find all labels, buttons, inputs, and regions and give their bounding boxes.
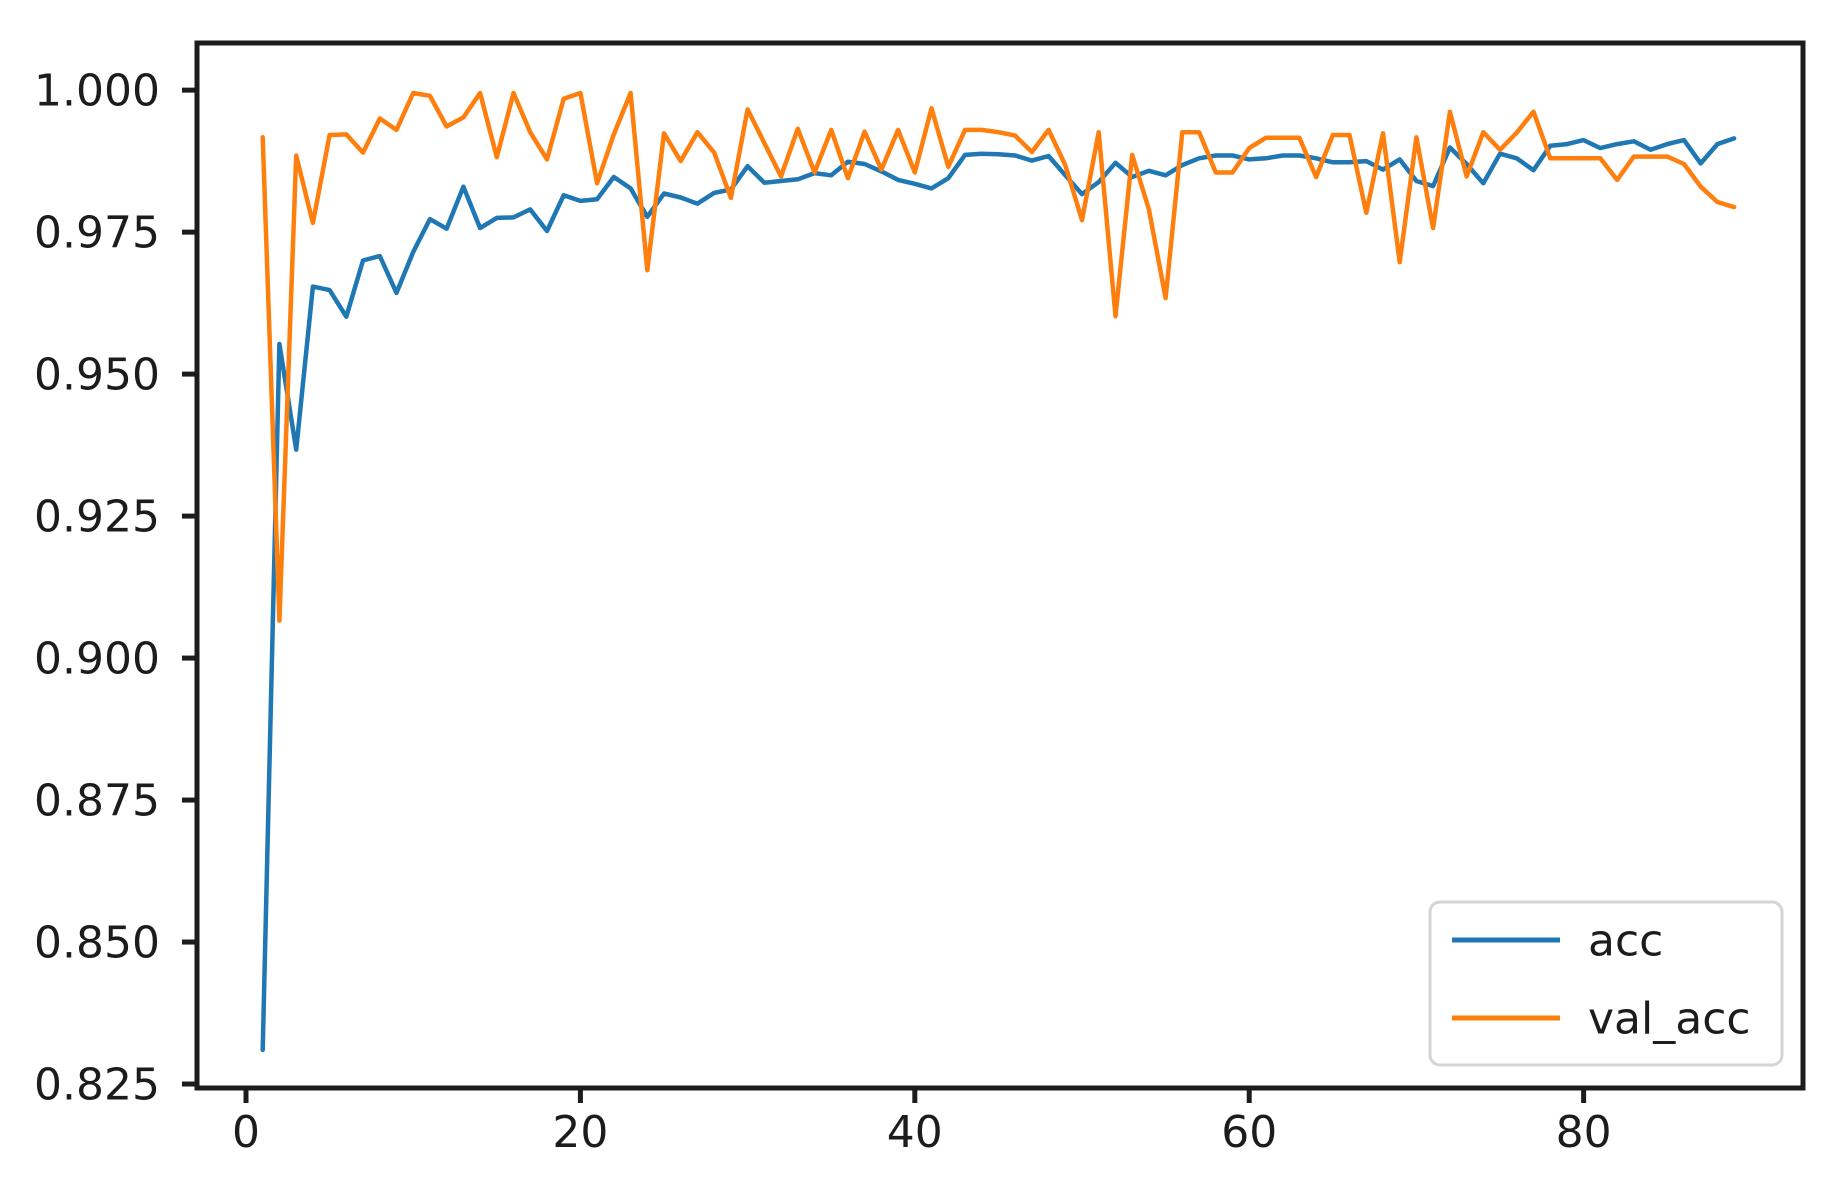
plot-border bbox=[194, 40, 1806, 1091]
legend-label-acc: acc bbox=[1588, 916, 1663, 967]
x-tick-label: 20 bbox=[552, 1107, 608, 1158]
y-tick-label: 0.950 bbox=[34, 350, 160, 401]
x-tick-label: 0 bbox=[232, 1107, 260, 1158]
val-acc-line bbox=[260, 90, 1737, 623]
y-tick-label: 0.825 bbox=[34, 1060, 160, 1111]
y-tick-label: 0.875 bbox=[34, 776, 160, 827]
x-tick-label: 40 bbox=[887, 1107, 943, 1158]
y-tick-label: 0.850 bbox=[34, 918, 160, 969]
y-tick-label: 0.900 bbox=[34, 634, 160, 685]
acc-line bbox=[260, 136, 1737, 1053]
y-tick-label: 1.000 bbox=[34, 66, 160, 117]
x-tick-label: 80 bbox=[1556, 1107, 1612, 1158]
legend-label-val-acc: val_acc bbox=[1588, 994, 1751, 1045]
x-tick-label: 60 bbox=[1221, 1107, 1277, 1158]
legend-box bbox=[1428, 900, 1784, 1067]
y-tick-label: 0.975 bbox=[34, 208, 160, 259]
y-tick-label: 0.925 bbox=[34, 492, 160, 543]
